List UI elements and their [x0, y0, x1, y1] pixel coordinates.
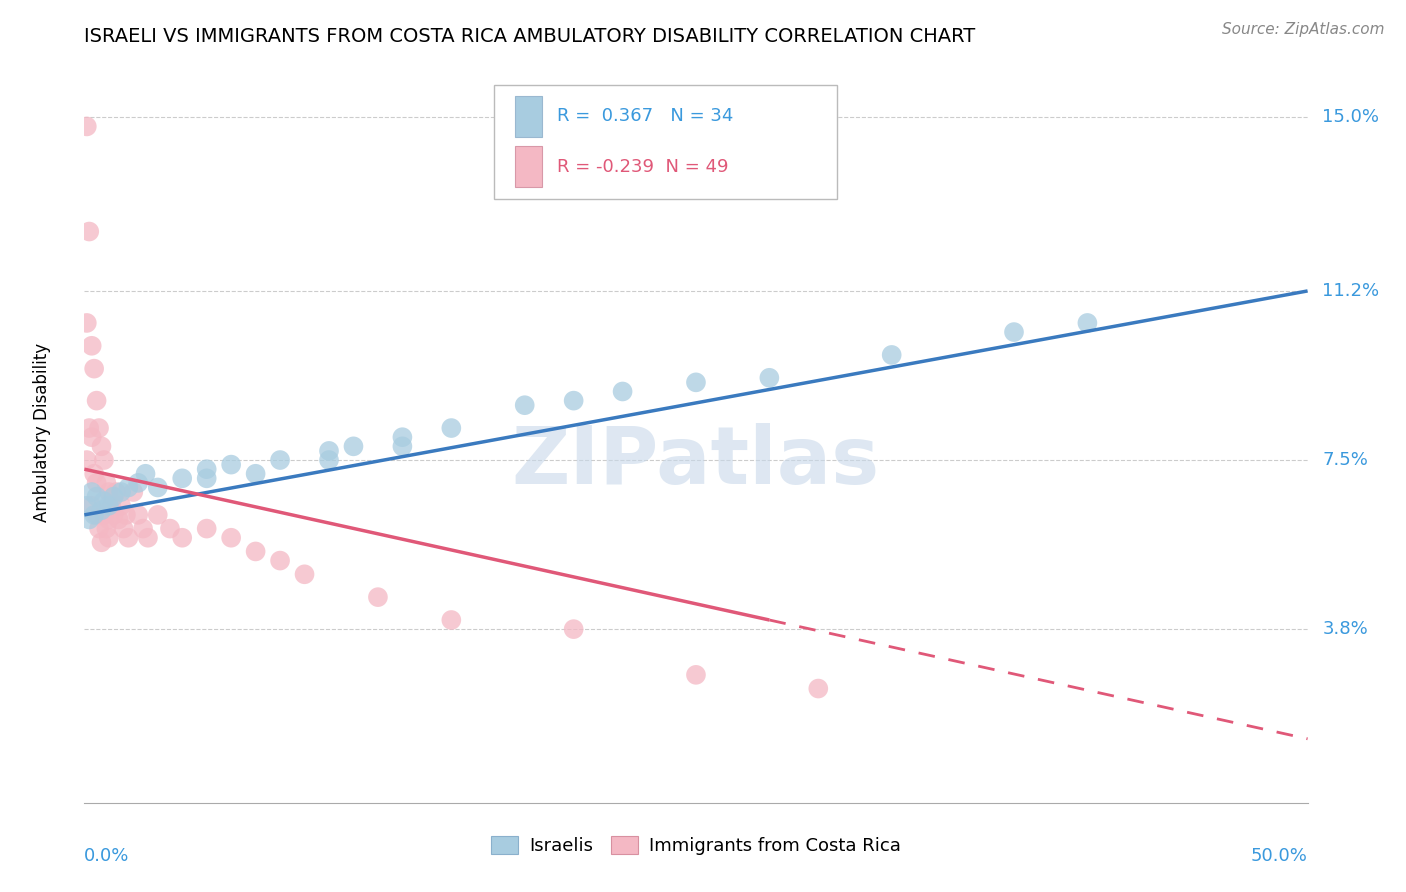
Point [318, 453, 340, 467]
Point [77, 225, 100, 239]
FancyBboxPatch shape [515, 96, 541, 136]
Point [103, 490, 125, 504]
Point [86, 508, 108, 522]
Point [122, 485, 145, 500]
Point [86, 490, 108, 504]
Point [115, 508, 138, 522]
Text: 3.8%: 3.8% [1322, 620, 1368, 638]
FancyBboxPatch shape [515, 146, 541, 187]
Point [83, 361, 105, 376]
Point [105, 485, 128, 500]
Point [76, 120, 98, 134]
Point [132, 522, 155, 536]
Text: ZIPatlas: ZIPatlas [512, 423, 880, 501]
Point [1002, 325, 1025, 339]
Point [685, 376, 707, 390]
Point [195, 471, 218, 485]
Point [90, 535, 112, 549]
Point [294, 567, 316, 582]
Point [80, 430, 103, 444]
Point [440, 613, 463, 627]
Point [136, 531, 159, 545]
Point [80, 499, 103, 513]
Point [195, 462, 218, 476]
Point [77, 421, 100, 435]
Point [97, 485, 120, 500]
Point [97, 499, 120, 513]
Text: 0.0%: 0.0% [84, 847, 129, 865]
Point [172, 471, 194, 485]
Point [758, 371, 780, 385]
Point [146, 508, 169, 522]
Point [195, 522, 218, 536]
Point [127, 508, 149, 522]
Point [76, 499, 98, 513]
FancyBboxPatch shape [494, 85, 837, 200]
Point [219, 531, 242, 545]
Point [117, 480, 139, 494]
Point [110, 485, 132, 500]
Text: 15.0%: 15.0% [1322, 108, 1379, 127]
Point [245, 467, 267, 481]
Point [110, 499, 132, 513]
Point [318, 443, 340, 458]
Point [562, 393, 585, 408]
Text: ISRAELI VS IMMIGRANTS FROM COSTA RICA AMBULATORY DISABILITY CORRELATION CHART: ISRAELI VS IMMIGRANTS FROM COSTA RICA AM… [84, 27, 976, 45]
Point [391, 430, 413, 444]
Point [135, 467, 157, 481]
Point [93, 453, 115, 467]
Point [612, 384, 634, 399]
Point [83, 508, 105, 522]
Point [880, 348, 903, 362]
Point [83, 467, 105, 481]
Point [562, 622, 585, 636]
Point [96, 475, 118, 490]
Point [97, 512, 120, 526]
Point [96, 522, 118, 536]
Point [269, 453, 291, 467]
Point [100, 499, 122, 513]
Point [77, 512, 100, 526]
Point [80, 339, 103, 353]
Text: 50.0%: 50.0% [1251, 847, 1308, 865]
Point [112, 522, 135, 536]
Point [367, 590, 389, 604]
Text: 11.2%: 11.2% [1322, 282, 1379, 300]
Point [269, 553, 291, 567]
Point [172, 531, 194, 545]
Point [219, 458, 242, 472]
Point [245, 544, 267, 558]
Text: R = -0.239  N = 49: R = -0.239 N = 49 [557, 158, 728, 176]
Point [93, 508, 115, 522]
Point [80, 485, 103, 500]
Point [440, 421, 463, 435]
Point [76, 453, 98, 467]
Point [342, 439, 364, 453]
Point [103, 508, 125, 522]
Point [86, 475, 108, 490]
Text: R =  0.367   N = 34: R = 0.367 N = 34 [557, 107, 733, 125]
Point [159, 522, 181, 536]
Point [1076, 316, 1098, 330]
Point [127, 475, 149, 490]
Text: Ambulatory Disability: Ambulatory Disability [32, 343, 51, 522]
Point [146, 480, 169, 494]
Point [107, 512, 129, 526]
Point [97, 531, 120, 545]
Point [513, 398, 536, 412]
Point [90, 503, 112, 517]
Point [807, 681, 830, 696]
Point [117, 531, 139, 545]
Point [685, 668, 707, 682]
Text: 7.5%: 7.5% [1322, 451, 1368, 469]
Point [391, 439, 413, 453]
Point [86, 393, 108, 408]
Point [87, 421, 110, 435]
Point [90, 439, 112, 453]
Text: Source: ZipAtlas.com: Source: ZipAtlas.com [1222, 22, 1385, 37]
Point [76, 316, 98, 330]
Point [87, 522, 110, 536]
Point [93, 494, 115, 508]
Legend: Israelis, Immigrants from Costa Rica: Israelis, Immigrants from Costa Rica [482, 827, 910, 864]
